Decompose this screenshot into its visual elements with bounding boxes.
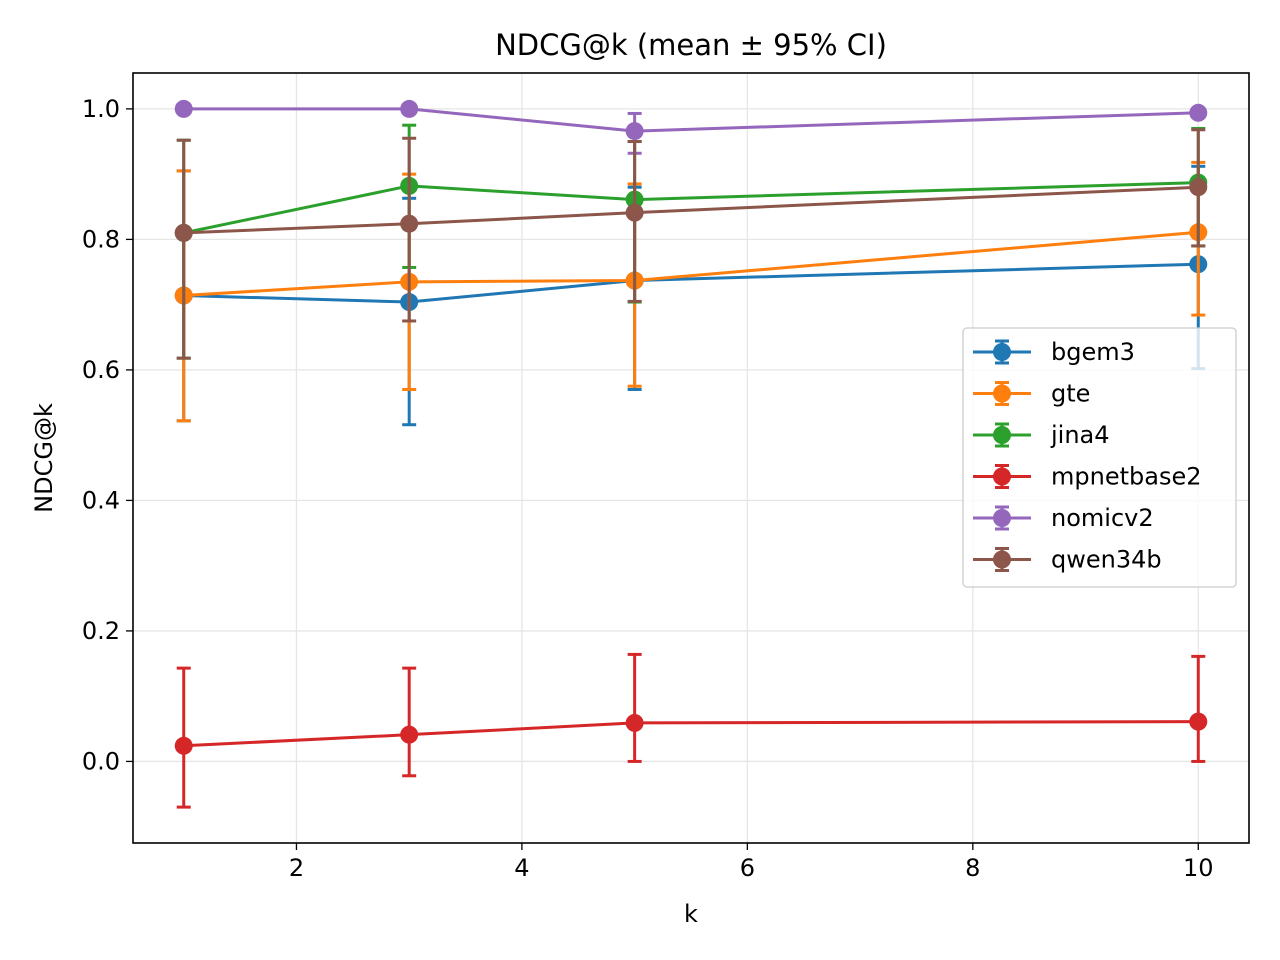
series-mpnetbase2 — [174, 652, 1208, 809]
legend-label: bgem3 — [1051, 338, 1135, 366]
axes-layer: 2 4 6 8 10 0.0 0.2 0.4 0.6 0.8 1.0 — [82, 95, 1214, 882]
y-tick-label: 1.0 — [82, 95, 120, 123]
x-axis-label: k — [684, 900, 698, 928]
data-point — [400, 214, 419, 233]
data-point — [625, 122, 644, 141]
series-line — [183, 185, 1199, 235]
legend-marker — [993, 550, 1011, 569]
data-point — [625, 203, 644, 222]
data-point — [400, 99, 419, 118]
y-tick-label: 0.2 — [82, 617, 120, 645]
legend-marker — [993, 467, 1011, 486]
legend-label: gte — [1051, 380, 1090, 408]
legend-entry: gte — [973, 380, 1090, 408]
x-tick-label: 8 — [965, 854, 980, 882]
data-point — [1189, 712, 1208, 731]
data-point — [1189, 103, 1208, 122]
plot-frame — [132, 72, 1250, 844]
legend-label: qwen34b — [1051, 546, 1162, 574]
data-point — [174, 736, 193, 755]
series-line — [183, 262, 1199, 304]
legend-marker — [993, 343, 1011, 361]
legend-box — [962, 327, 1237, 588]
legend-entry: nomicv2 — [973, 504, 1154, 532]
data-point — [174, 99, 193, 118]
y-tick-label: 0.6 — [82, 356, 120, 384]
data-point — [1189, 178, 1208, 197]
x-tick-label: 2 — [289, 854, 304, 882]
x-tick-label: 10 — [1183, 854, 1214, 882]
y-tick-label: 0.8 — [82, 225, 120, 253]
legend-marker — [993, 509, 1011, 527]
series-line — [183, 720, 1199, 748]
legend-marker — [993, 384, 1011, 403]
legend-entry: jina4 — [973, 421, 1110, 449]
series-layer — [174, 99, 1208, 809]
y-tick-label: 0.4 — [82, 486, 120, 514]
data-point — [174, 223, 193, 242]
series-line — [183, 107, 1199, 133]
chart-title: NDCG@k (mean ± 95% CI) — [495, 28, 887, 62]
legend-entry: bgem3 — [973, 338, 1135, 366]
data-point — [400, 725, 419, 744]
y-tick-label: 0.0 — [82, 747, 120, 775]
legend-entry: mpnetbase2 — [973, 463, 1201, 491]
legend-label: nomicv2 — [1051, 504, 1154, 532]
y-axis-label: NDCG@k — [30, 403, 58, 513]
x-tick-label: 4 — [514, 854, 529, 882]
series-qwen34b — [174, 128, 1208, 360]
series-nomicv2 — [174, 99, 1208, 155]
grid — [133, 73, 1249, 843]
data-point — [625, 713, 644, 732]
legend-marker — [993, 426, 1011, 444]
legend: bgem3 gte jina4 mpnetbase2 nomicv2 qwen34b — [962, 327, 1237, 588]
x-tick-label: 6 — [740, 854, 755, 882]
series-line — [183, 230, 1199, 298]
legend-entry: qwen34b — [973, 546, 1162, 574]
legend-label: jina4 — [1050, 421, 1110, 449]
legend-label: mpnetbase2 — [1051, 463, 1201, 491]
series-line — [183, 181, 1199, 235]
